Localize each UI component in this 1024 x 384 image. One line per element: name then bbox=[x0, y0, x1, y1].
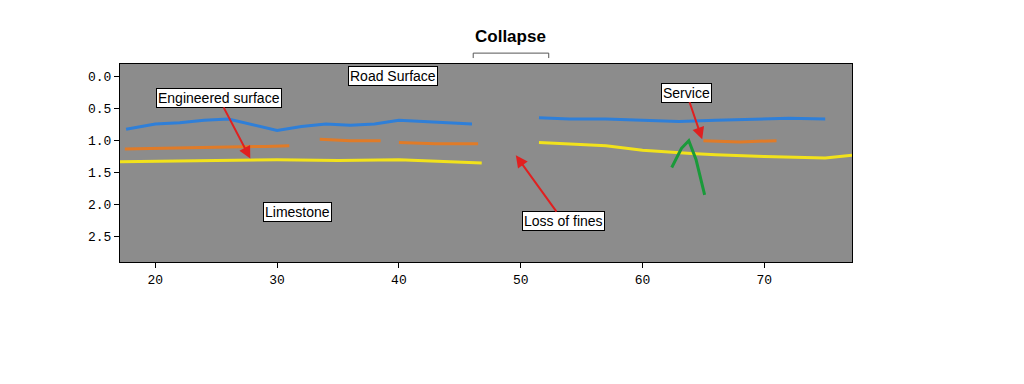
svg-text:40: 40 bbox=[391, 273, 407, 288]
svg-text:1.0: 1.0 bbox=[88, 134, 111, 149]
svg-text:1.5: 1.5 bbox=[88, 166, 111, 181]
svg-text:Limestone: Limestone bbox=[265, 204, 330, 220]
svg-text:Collapse: Collapse bbox=[475, 27, 546, 46]
svg-text:20: 20 bbox=[148, 273, 164, 288]
svg-text:Engineered surface: Engineered surface bbox=[158, 90, 280, 106]
svg-text:2.0: 2.0 bbox=[88, 198, 111, 213]
svg-text:70: 70 bbox=[757, 273, 773, 288]
svg-text:30: 30 bbox=[269, 273, 285, 288]
svg-text:0.0: 0.0 bbox=[88, 70, 111, 85]
svg-text:50: 50 bbox=[513, 273, 529, 288]
svg-text:60: 60 bbox=[635, 273, 651, 288]
svg-text:Road Surface: Road Surface bbox=[350, 68, 436, 84]
svg-text:2.5: 2.5 bbox=[88, 230, 111, 245]
svg-text:0.5: 0.5 bbox=[88, 102, 111, 117]
svg-text:Loss of fines: Loss of fines bbox=[524, 213, 603, 229]
svg-text:Service: Service bbox=[663, 85, 710, 101]
